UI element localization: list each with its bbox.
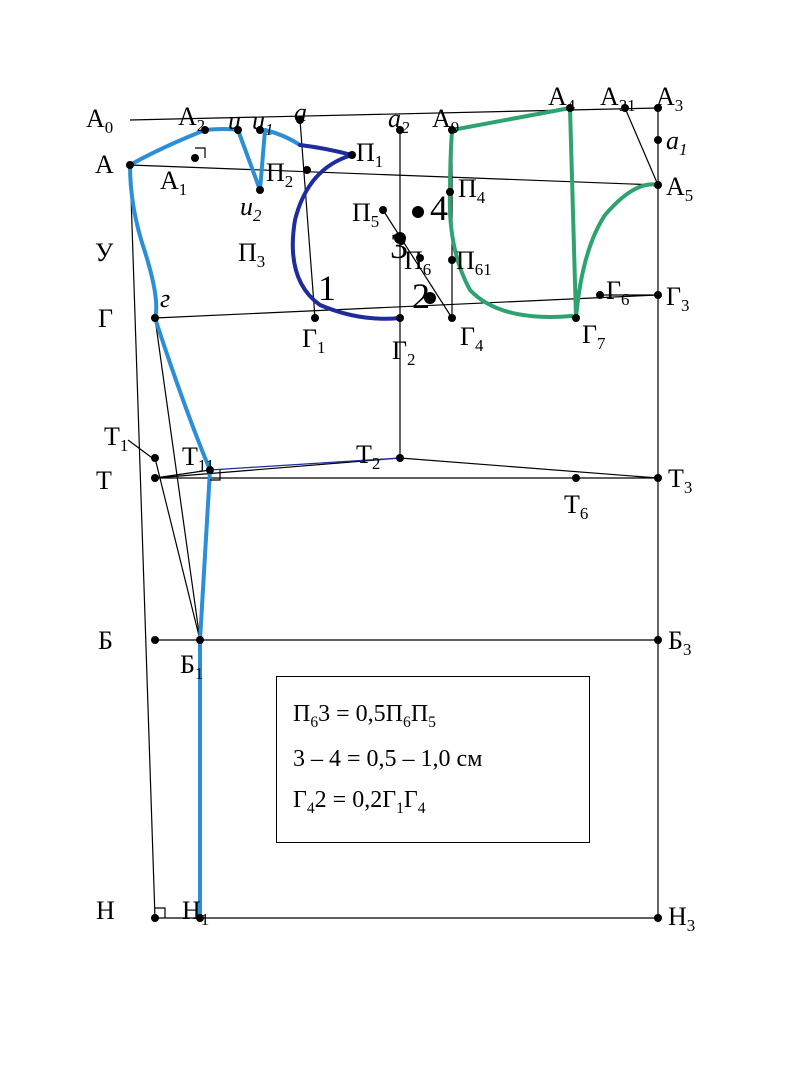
label-B1: Б1 bbox=[180, 652, 203, 683]
label-T1: Т1 bbox=[104, 424, 128, 455]
label-P61: П61 bbox=[456, 248, 492, 279]
label-B: Б bbox=[98, 628, 113, 654]
label-A4: А4 bbox=[548, 84, 575, 115]
label-A2: А2 bbox=[178, 104, 205, 135]
label-A1: А1 bbox=[160, 168, 187, 199]
formula-line: Г42 = 0,2Г1Г4 bbox=[293, 787, 573, 818]
formula-line: 3 – 4 = 0,5 – 1,0 см bbox=[293, 746, 573, 773]
label-H1: Н1 bbox=[182, 898, 209, 929]
label-A0: А0 bbox=[86, 106, 113, 137]
diagram-stage: А0 А А1 А2 и и1 и2 а а2 А9 А4 А31 А3 а1 А5 П1 П2 П3 П4 П5 П6… bbox=[0, 0, 800, 1066]
label-A31: А31 bbox=[600, 84, 636, 115]
label-G1: Г1 bbox=[302, 326, 325, 357]
label-T6: Т6 bbox=[564, 492, 588, 523]
label-n4: 4 bbox=[430, 190, 448, 226]
label-n3: 3 bbox=[390, 228, 408, 264]
label-n2: 2 bbox=[412, 278, 430, 314]
label-A5: А5 bbox=[666, 174, 693, 205]
label-H3: Н3 bbox=[668, 904, 695, 935]
label-U: У bbox=[95, 240, 113, 266]
label-P6: П6 bbox=[404, 248, 431, 279]
label-a2: а2 bbox=[388, 106, 409, 137]
label-P1: П1 bbox=[356, 140, 383, 171]
label-a: а bbox=[294, 100, 307, 126]
label-u1: и1 bbox=[252, 108, 273, 139]
label-G6: Г6 bbox=[606, 278, 629, 309]
label-u: и bbox=[228, 108, 241, 134]
label-g: г bbox=[160, 286, 170, 312]
label-a1: а1 bbox=[666, 128, 687, 159]
formula-line: П63 = 0,5П6П5 bbox=[293, 701, 573, 732]
label-G7: Г7 bbox=[582, 322, 605, 353]
label-P4: П4 bbox=[458, 176, 485, 207]
label-T3: Т3 bbox=[668, 466, 692, 497]
label-A: А bbox=[95, 152, 114, 178]
label-T11: Т11 bbox=[182, 444, 214, 475]
label-A3: А3 bbox=[656, 84, 683, 115]
label-G2: Г2 bbox=[392, 338, 415, 369]
formula-box: П63 = 0,5П6П5 3 – 4 = 0,5 – 1,0 см Г42 = 0… bbox=[276, 676, 590, 843]
label-G3: Г3 bbox=[666, 284, 689, 315]
label-H: Н bbox=[96, 898, 115, 924]
label-P3: П3 bbox=[238, 240, 265, 271]
label-P5: П5 bbox=[352, 200, 379, 231]
label-G: Г bbox=[98, 306, 113, 332]
label-P2: П2 bbox=[266, 160, 293, 191]
label-T: Т bbox=[96, 468, 112, 494]
label-u2: и2 bbox=[240, 194, 261, 225]
label-n1: 1 bbox=[318, 270, 336, 306]
label-B3: Б3 bbox=[668, 628, 691, 659]
label-A9: А9 bbox=[432, 106, 459, 137]
label-T2: Т2 bbox=[356, 442, 380, 473]
label-G4: Г4 bbox=[460, 324, 483, 355]
